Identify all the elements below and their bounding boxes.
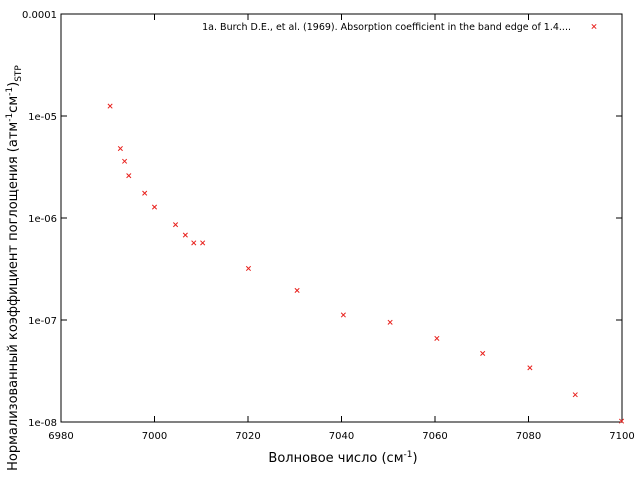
data-point (151, 204, 158, 210)
x-axis-ticks: 6980 7000 7020 7040 7060 7080 7100 (48, 14, 635, 442)
data-point (122, 158, 128, 164)
data-point (618, 418, 625, 424)
legend-marker-x (591, 23, 597, 30)
data-point (142, 190, 148, 196)
data-point (182, 232, 188, 238)
data-point (191, 240, 197, 246)
x-tick-label: 6980 (48, 431, 73, 442)
data-point (126, 173, 132, 179)
plot-border (60, 13, 623, 423)
y-tick-label: 1e-07 (28, 316, 57, 327)
y-tick-label: 1e-05 (28, 112, 57, 123)
y-axis-label: Нормализованный коэффициент поглощения (… (5, 65, 24, 471)
y-tick-label: 1e-08 (28, 418, 57, 429)
data-point (245, 265, 252, 272)
data-point (387, 319, 393, 325)
x-tick-label: 7060 (422, 431, 447, 442)
data-point (200, 240, 206, 246)
x-tick-label: 7100 (609, 431, 634, 442)
x-tick-label: 7020 (235, 431, 260, 442)
data-point (117, 145, 123, 152)
data-point (294, 287, 300, 293)
legend-entry-label: 1a. Burch D.E., et al. (1969). Absorptio… (202, 22, 571, 33)
data-point (340, 312, 346, 318)
data-point (527, 365, 533, 371)
x-axis-label: Волновое число (см-1) (268, 450, 417, 466)
data-point (107, 103, 113, 109)
x-tick-label: 7040 (329, 431, 354, 442)
x-tick-label: 7000 (142, 431, 167, 442)
y-tick-label: 1e-06 (28, 214, 57, 225)
data-point (572, 392, 578, 398)
data-point (172, 222, 179, 228)
legend-marker (591, 23, 597, 30)
data-points (107, 103, 625, 424)
plot-frame (60, 13, 623, 423)
data-point (434, 335, 440, 341)
x-tick-label: 7080 (516, 431, 541, 442)
y-axis-ticks: 1e-08 1e-07 1e-06 1e-05 0.0001 (22, 10, 622, 429)
data-point (480, 350, 486, 356)
legend: 1a. Burch D.E., et al. (1969). Absorptio… (202, 22, 597, 33)
y-tick-label: 0.0001 (22, 10, 57, 21)
